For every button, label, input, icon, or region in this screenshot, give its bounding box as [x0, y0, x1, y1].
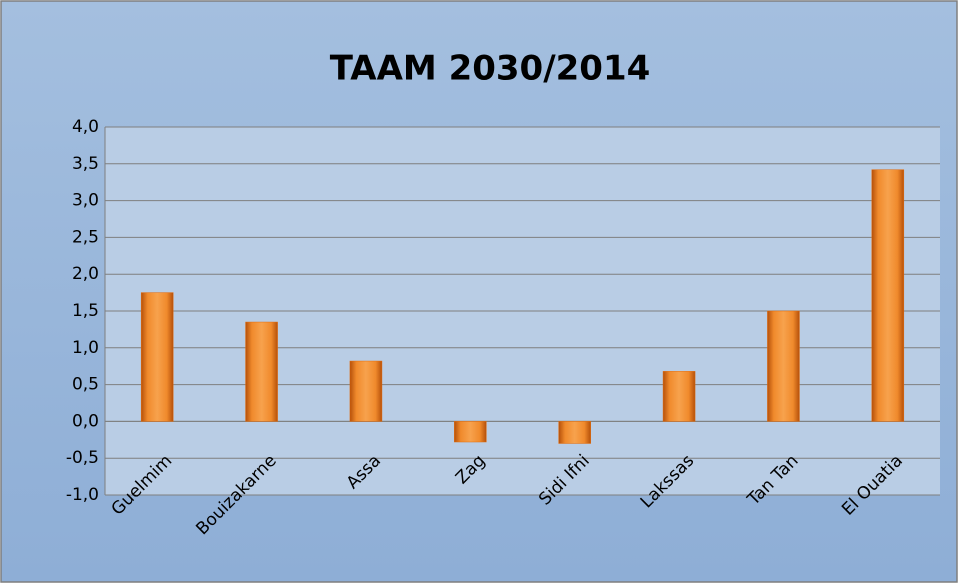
y-tick-label: 0,0: [72, 411, 99, 431]
bar: [767, 310, 800, 422]
bar: [349, 360, 383, 422]
y-tick-label: 2,0: [72, 264, 99, 284]
y-tick-label: 1,0: [72, 338, 99, 358]
y-tick-label: 3,5: [72, 154, 99, 174]
bar: [558, 421, 591, 444]
y-tick-label: 1,5: [72, 301, 99, 321]
bar: [662, 371, 696, 422]
bar: [245, 321, 278, 422]
y-tick-label: 0,5: [72, 375, 99, 395]
bar: [454, 421, 487, 443]
y-tick-label: -1,0: [66, 485, 99, 505]
y-tick-label: 4,0: [72, 117, 99, 137]
y-tick-label: 2,5: [72, 227, 99, 247]
y-tick-label: 3,0: [72, 191, 99, 211]
y-tick-label: -0,5: [66, 448, 99, 468]
chart-title: TAAM 2030/2014: [330, 49, 651, 89]
bar: [140, 292, 174, 422]
bar: [871, 169, 905, 422]
